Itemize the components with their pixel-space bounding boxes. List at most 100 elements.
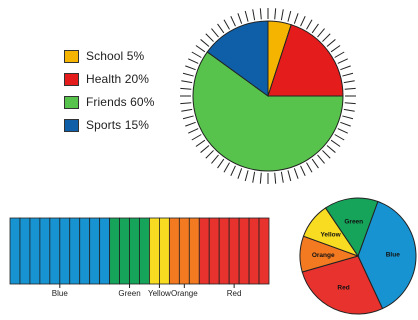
bar-cell-orange [168,217,180,285]
pie2-label-blue: Blue [386,251,400,258]
pie2-label-orange: Orange [312,252,335,259]
pie-tick [326,39,336,47]
pie-tick [322,33,331,42]
pie-tick [244,10,249,22]
pie-tick [311,158,319,169]
bar-cell-blue [79,217,91,285]
bar-cell-green [139,217,150,285]
bar-cell-red [238,217,250,285]
pie-tick [287,10,292,22]
pie-tick [181,108,193,112]
pie-slice-sports [206,20,269,97]
pie-tick [344,102,356,105]
pie-tick [274,172,277,184]
pie-tick [334,134,345,141]
pie-tick [181,80,193,84]
legend-label-sports: Sports 15% [86,118,150,132]
pie-tick [293,168,299,179]
bar-cell-green [129,217,140,285]
bar-cell-yellow [149,217,160,285]
pie-tick [343,80,355,84]
pie2-label-red: Red [337,285,349,292]
pie2-slice-blue [357,200,417,310]
bar-cell-blue [9,217,21,285]
pie-tick [230,16,236,27]
pie-tick [188,128,199,134]
pie-tick [200,39,210,47]
pie-tick [300,16,306,27]
bar-cell-blue [29,217,41,285]
bar-cell-orange [178,217,190,285]
pie-tick [326,145,336,153]
pie-tick [182,115,194,120]
pie-tick [180,87,192,90]
pie-tick [180,102,192,105]
pie-tick [300,165,306,176]
pie-tick [185,65,196,71]
pie-tick [200,145,210,153]
pie-tick [342,72,354,77]
bar-cell-red [218,217,230,285]
pie-tick [182,72,194,77]
bar-cell-orange [188,217,200,285]
legend-swatch-school [64,49,79,63]
bar-label-yellow: Yellow [148,289,171,298]
pie-tick [205,33,214,42]
bar-cell-blue [89,217,101,285]
pie-tick [317,28,325,38]
pie-tick [280,171,284,183]
legend-swatch-health [64,72,79,86]
pie-tick [340,121,351,127]
pie-tick [244,170,249,182]
legend: School 5% Health 20% Friends 60% Sports … [64,48,154,140]
bar-cell-red [258,217,270,285]
pie-tick [217,158,225,169]
pie-tick [317,154,325,164]
pie-tick [311,23,319,34]
bar-cell-red [248,217,260,285]
bar-label-red: Red [227,289,242,298]
bar-cell-blue [19,217,31,285]
bar-cell-blue [69,217,81,285]
pie-tick [322,150,331,159]
pie-slice-friends [192,51,344,172]
bar-cell-green [119,217,130,285]
pie-tick [343,108,355,112]
pie-tick [211,28,219,38]
pie-tick [334,51,345,58]
legend-item-health: Health 20% [64,71,154,87]
pie-tick [223,162,230,173]
pie-chart-main [180,8,356,184]
pie-tick [337,58,348,64]
pie-tick [280,9,284,21]
pie-tick [223,19,230,30]
pie-tick [340,65,351,71]
pie-tick [287,170,292,182]
pie-tick [191,134,202,141]
bar-cell-blue [59,217,71,285]
pie-tick [274,8,277,20]
pie-tick [195,139,206,147]
pie2-label-yellow: Yellow [320,232,341,239]
pie-tick [306,162,313,173]
pie-tick [259,8,262,20]
pie-tick [259,172,262,184]
legend-item-school: School 5% [64,48,154,64]
bar-cell-blue [39,217,51,285]
pie-tick [337,128,348,134]
bar-cell-blue [99,217,111,285]
bar-cell-red [208,217,220,285]
bar-cell-blue [49,217,61,285]
pie-tick [230,165,236,176]
legend-item-sports: Sports 15% [64,117,154,133]
pie2-slice-green [324,197,379,258]
bar-label-orange: Orange [171,289,198,298]
bar-label-blue: Blue [52,289,69,298]
pie-tick [217,23,225,34]
bar-cell-red [198,217,210,285]
bar-label-green: Green [118,289,140,298]
pie-tick [344,87,356,90]
pie-tick-ring [180,8,356,184]
